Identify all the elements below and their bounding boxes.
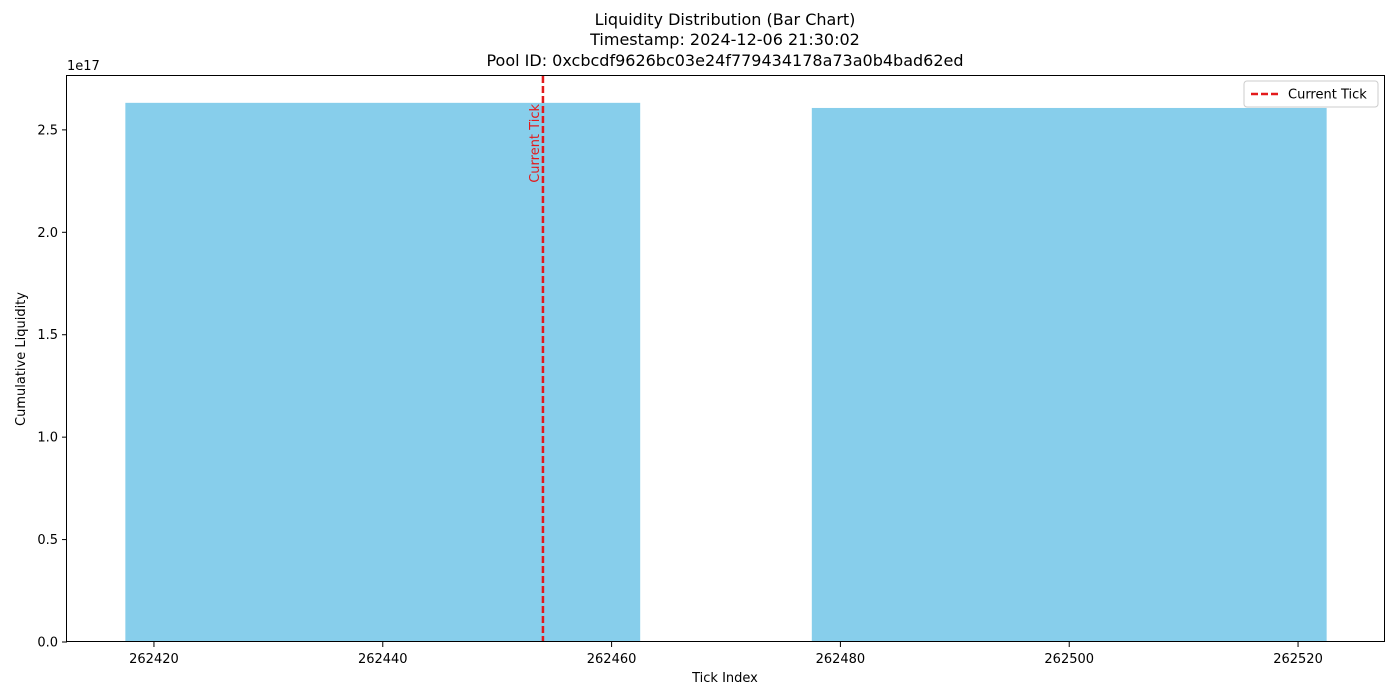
y-tick-label-3: 1.0 <box>37 431 58 446</box>
x-tick-label-5: 262500 <box>1044 652 1094 667</box>
y-tick-label-4: 1.5 <box>37 328 58 343</box>
x-axis-label: Tick Index <box>691 671 758 686</box>
x-axis: 262420 262440 262460 262480 262500 262520 <box>129 642 1323 667</box>
legend-label-current-tick: Current Tick <box>1288 88 1367 103</box>
y-tick-label-5: 2.0 <box>37 226 58 241</box>
x-tick-label-3: 262460 <box>587 652 637 667</box>
chart-title-line-2: Timestamp: 2024-12-06 21:30:02 <box>589 30 860 49</box>
legend: Current Tick <box>1243 80 1379 108</box>
y-axis: 0.0 0.5 1.0 1.5 2.0 2.5 <box>37 123 67 651</box>
x-tick-label-1: 262420 <box>129 652 179 667</box>
plot-frame <box>66 75 1385 642</box>
bar-1 <box>125 102 641 642</box>
y-axis-offset-label: 1e17 <box>67 59 100 74</box>
y-tick-label-2: 0.5 <box>37 533 58 548</box>
chart-title-line-3: Pool ID: 0xcbcdf9626bc03e24f779434178a73… <box>486 51 963 70</box>
current-tick-group: Current Tick <box>528 76 545 642</box>
y-axis-label: Cumulative Liquidity <box>14 292 29 426</box>
bar-2 <box>811 107 1327 643</box>
x-tick-label-6: 262520 <box>1273 652 1323 667</box>
y-tick-label-6: 2.5 <box>37 123 58 138</box>
current-tick-annotation: Current Tick <box>528 104 543 183</box>
bars-group <box>125 102 1327 643</box>
chart-title-line-1: Liquidity Distribution (Bar Chart) <box>595 10 856 29</box>
x-tick-label-4: 262480 <box>816 652 866 667</box>
x-tick-label-2: 262440 <box>358 652 408 667</box>
y-tick-label-1: 0.0 <box>37 636 58 651</box>
legend-box <box>1243 80 1379 108</box>
